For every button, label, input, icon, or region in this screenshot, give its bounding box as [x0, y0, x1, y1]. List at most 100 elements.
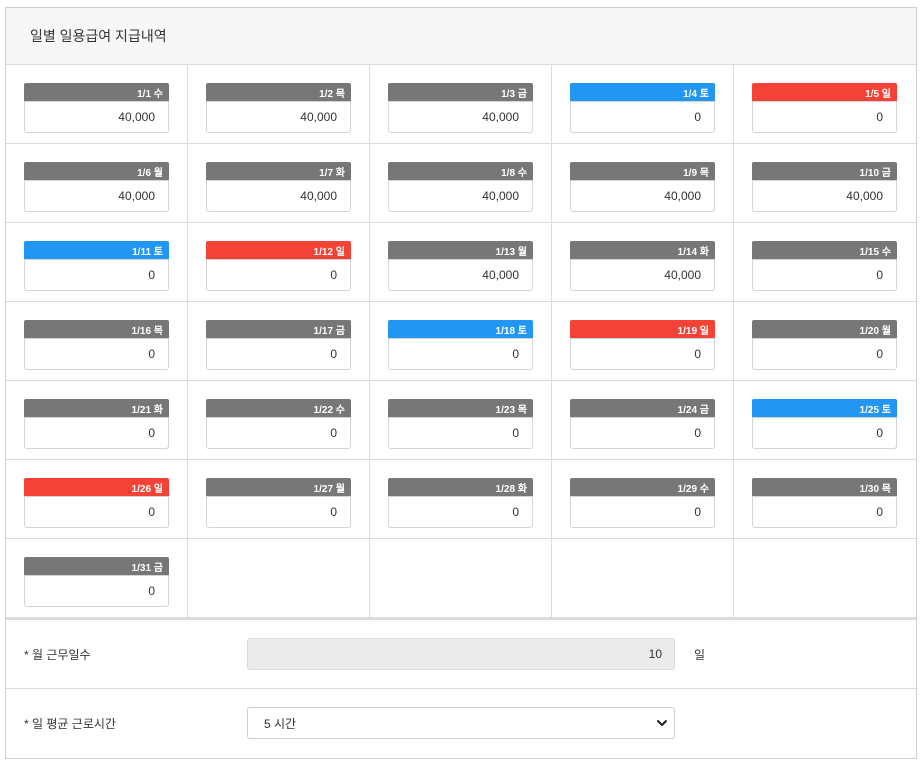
day-label: 1/4 토 [570, 83, 715, 101]
day-amount-input[interactable]: 40,000 [206, 180, 351, 212]
day-cell: 1/6 월 40,000 [6, 144, 188, 223]
avg-hours-select[interactable]: 5 시간 [247, 707, 675, 739]
day-amount-input[interactable]: 40,000 [24, 180, 169, 212]
day-amount-input[interactable]: 0 [206, 259, 351, 291]
chevron-down-icon [657, 720, 667, 726]
day-amount-input[interactable]: 0 [206, 338, 351, 370]
section-title: 일별 일용급여 지급내역 [30, 28, 167, 44]
day-amount-input[interactable]: 0 [24, 575, 169, 607]
day-amount-input[interactable]: 0 [206, 496, 351, 528]
workdays-row: * 월 근무일수 10 일 [6, 618, 916, 688]
day-amount-input[interactable]: 0 [570, 338, 715, 370]
day-label: 1/3 금 [388, 83, 533, 101]
day-label: 1/2 목 [206, 83, 351, 101]
day-label: 1/25 토 [752, 399, 897, 417]
workdays-value: 10 [648, 647, 662, 661]
day-label: 1/9 목 [570, 162, 715, 180]
day-label: 1/22 수 [206, 399, 351, 417]
day-cell: 1/10 금 40,000 [734, 144, 916, 223]
day-cell: 1/1 수 40,000 [6, 65, 188, 144]
day-label: 1/14 화 [570, 241, 715, 259]
day-label: 1/5 일 [752, 83, 897, 101]
day-amount-input[interactable]: 0 [570, 101, 715, 133]
day-cell: 1/7 화 40,000 [188, 144, 370, 223]
day-label: 1/1 수 [24, 83, 169, 101]
day-amount-input[interactable]: 40,000 [24, 101, 169, 133]
day-amount-input[interactable]: 40,000 [206, 101, 351, 133]
day-label: 1/12 일 [206, 241, 351, 259]
day-cell: 1/13 월 40,000 [370, 223, 552, 302]
day-label: 1/11 토 [24, 241, 169, 259]
avg-hours-row: * 일 평균 근로시간 5 시간 [6, 688, 916, 758]
day-amount-input[interactable]: 0 [570, 417, 715, 449]
workdays-field: 10 [247, 638, 675, 670]
day-label: 1/10 금 [752, 162, 897, 180]
empty-cell [552, 539, 734, 618]
day-label: 1/29 수 [570, 478, 715, 496]
day-amount-input[interactable]: 40,000 [388, 259, 533, 291]
day-amount-input[interactable]: 40,000 [388, 101, 533, 133]
day-cell: 1/14 화 40,000 [552, 223, 734, 302]
day-label: 1/30 목 [752, 478, 897, 496]
day-amount-input[interactable]: 0 [206, 417, 351, 449]
day-amount-input[interactable]: 0 [24, 496, 169, 528]
day-cell: 1/2 목 40,000 [188, 65, 370, 144]
day-amount-input[interactable]: 0 [388, 496, 533, 528]
day-amount-input[interactable]: 40,000 [388, 180, 533, 212]
day-label: 1/15 수 [752, 241, 897, 259]
day-label: 1/26 일 [24, 478, 169, 496]
day-label: 1/23 목 [388, 399, 533, 417]
day-amount-input[interactable]: 0 [388, 338, 533, 370]
day-amount-input[interactable]: 0 [570, 496, 715, 528]
day-label: 1/27 월 [206, 478, 351, 496]
avg-hours-label: * 일 평균 근로시간 [24, 717, 116, 731]
day-amount-input[interactable]: 0 [752, 417, 897, 449]
empty-cell [188, 539, 370, 618]
day-amount-input[interactable]: 0 [752, 101, 897, 133]
day-label: 1/18 토 [388, 320, 533, 338]
day-amount-input[interactable]: 0 [24, 417, 169, 449]
day-amount-input[interactable]: 0 [24, 259, 169, 291]
workdays-unit: 일 [694, 647, 706, 662]
empty-cell [734, 539, 916, 618]
day-label: 1/7 화 [206, 162, 351, 180]
day-amount-input[interactable]: 0 [752, 496, 897, 528]
day-amount-input[interactable]: 40,000 [752, 180, 897, 212]
day-amount-input[interactable]: 0 [24, 338, 169, 370]
day-label: 1/16 목 [24, 320, 169, 338]
day-cell: 1/9 목 40,000 [552, 144, 734, 223]
day-label: 1/19 일 [570, 320, 715, 338]
day-label: 1/8 수 [388, 162, 533, 180]
day-label: 1/28 화 [388, 478, 533, 496]
day-label: 1/6 월 [24, 162, 169, 180]
day-cell: 1/3 금 40,000 [370, 65, 552, 144]
day-amount-input[interactable]: 0 [752, 338, 897, 370]
day-label: 1/31 금 [24, 557, 169, 575]
day-label: 1/17 금 [206, 320, 351, 338]
day-amount-input[interactable]: 0 [388, 417, 533, 449]
day-amount-input[interactable]: 0 [752, 259, 897, 291]
avg-hours-selected: 5 시간 [264, 716, 297, 731]
day-amount-input[interactable]: 40,000 [570, 259, 715, 291]
day-cell: 1/8 수 40,000 [370, 144, 552, 223]
day-amount-input[interactable]: 40,000 [570, 180, 715, 212]
